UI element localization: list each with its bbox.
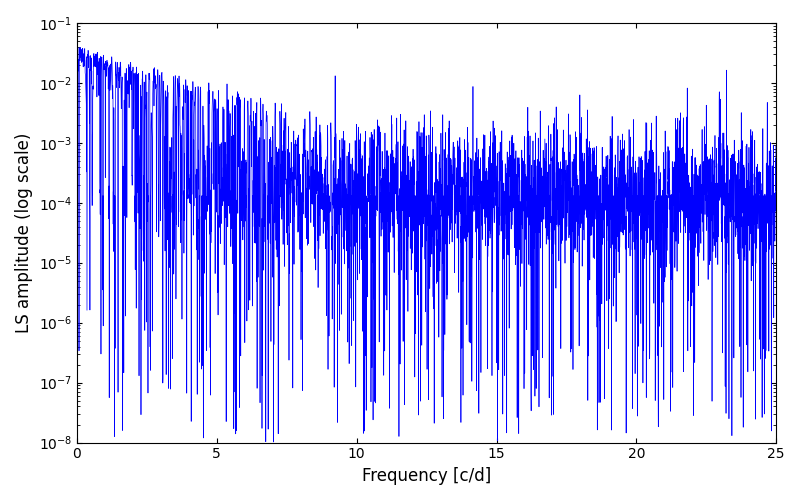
X-axis label: Frequency [c/d]: Frequency [c/d] bbox=[362, 467, 491, 485]
Y-axis label: LS amplitude (log scale): LS amplitude (log scale) bbox=[15, 132, 33, 333]
